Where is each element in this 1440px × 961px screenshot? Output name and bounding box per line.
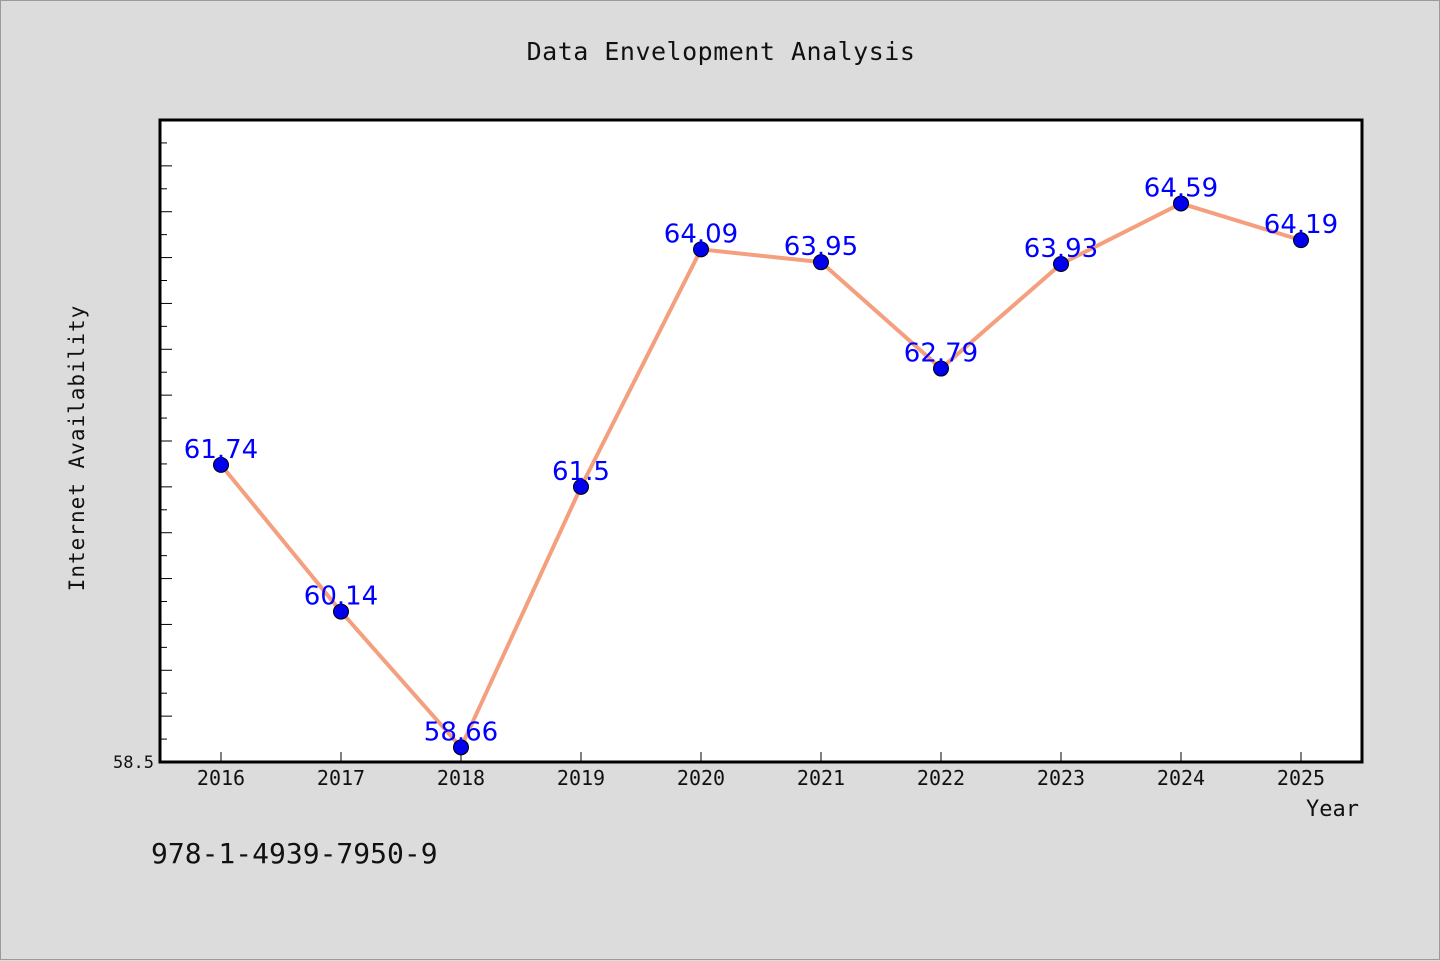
x-tick-label: 2025	[1277, 766, 1325, 790]
series-line	[219, 201, 1302, 750]
data-label: 64.59	[1144, 173, 1218, 203]
data-point	[573, 478, 589, 495]
x-tick-label: 2019	[557, 766, 605, 790]
data-point	[213, 456, 229, 473]
x-tick-label: 2017	[317, 766, 365, 790]
data-label: 60.14	[304, 582, 378, 612]
data-point	[1173, 195, 1189, 212]
data-point	[333, 603, 349, 620]
data-label: 64.19	[1264, 210, 1338, 240]
chart-title: Data Envelopment Analysis	[526, 37, 916, 66]
data-label: 63.93	[1024, 234, 1098, 264]
x-tick-label: 2018	[437, 766, 485, 790]
data-point	[1293, 232, 1309, 249]
data-point	[693, 241, 709, 258]
data-point	[453, 739, 469, 756]
plot-area	[158, 118, 1364, 764]
data-label: 64.09	[664, 219, 738, 249]
data-point	[813, 254, 829, 271]
data-label: 63.95	[784, 232, 858, 262]
data-label: 58.66	[424, 717, 498, 747]
x-tick-label: 2016	[197, 766, 245, 790]
isbn-text: 978-1-4939-7950-9	[151, 837, 438, 870]
y-tick-label: 58.5	[113, 753, 154, 773]
data-point	[1053, 255, 1069, 272]
x-axis-label: Year	[1306, 797, 1359, 822]
x-tick-label: 2022	[917, 766, 965, 790]
x-tick-label: 2023	[1037, 766, 1085, 790]
x-tick-label: 2024	[1157, 766, 1205, 790]
x-tick-label: 2020	[677, 766, 725, 790]
x-tick-label: 2021	[797, 766, 845, 790]
data-label: 62.79	[904, 339, 978, 369]
data-label: 61.5	[552, 457, 610, 487]
data-label: 61.74	[184, 435, 258, 465]
data-point	[933, 360, 949, 377]
